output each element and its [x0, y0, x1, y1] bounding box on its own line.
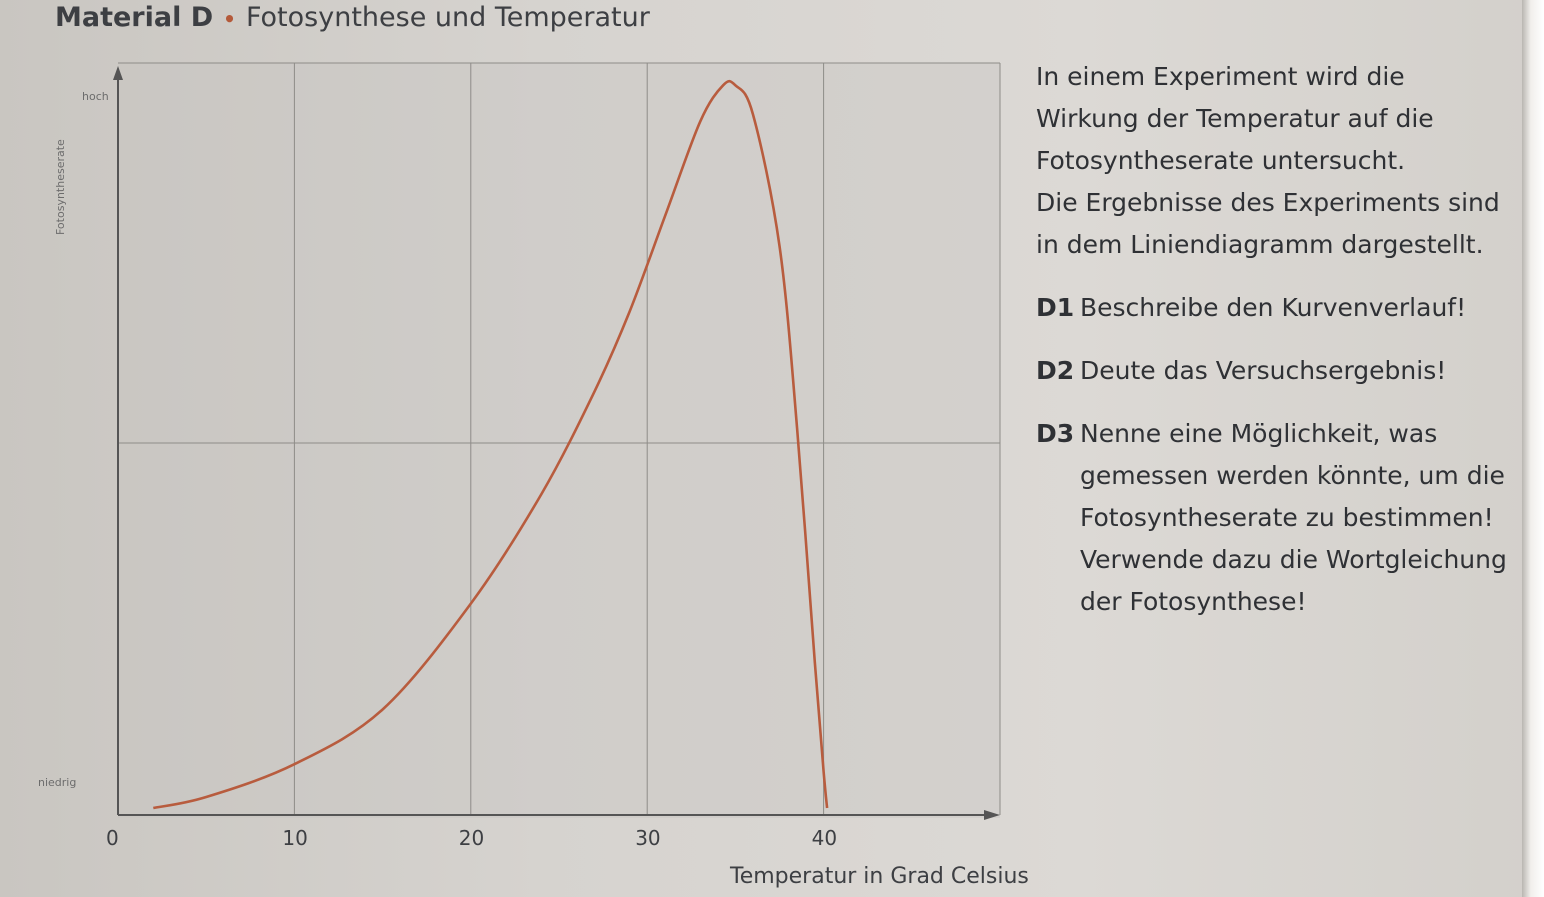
material-subject: Fotosynthese und Temperatur [245, 2, 650, 33]
x-tick-labels: 0 10 20 30 40 [106, 826, 837, 850]
x-axis-title: Temperatur in Grad Celsius [730, 864, 1029, 889]
title-separator: • [223, 7, 236, 31]
task-d3: D3 Nenne eine Möglichkeit, was gemessen … [1036, 413, 1516, 623]
y-axis-title: Fotosyntheserate [54, 139, 67, 235]
task-text: Deute das Versuchsergebnis! [1080, 356, 1447, 385]
task-number: D2 [1036, 356, 1075, 385]
task-d1: D1 Beschreibe den Kurvenverlauf! [1036, 287, 1516, 329]
intro-line: in dem Liniendiagramm dargestellt. [1036, 230, 1484, 259]
intro-line: Wirkung der Temperatur auf die [1036, 104, 1434, 133]
page-edge [1522, 0, 1544, 897]
series-line [153, 79, 829, 810]
x-tick-label: 10 [282, 826, 307, 850]
axes-layer [113, 66, 1000, 820]
x-axis-arrow [984, 810, 1000, 820]
task-number: D3 [1036, 419, 1075, 448]
task-panel: In einem Experiment wird die Wirkung der… [1036, 56, 1516, 623]
task-d2: D2 Deute das Versuchsergebnis! [1036, 350, 1516, 392]
x-tick-label: 40 [812, 826, 837, 850]
x-tick-label: 30 [635, 826, 660, 850]
intro-line: In einem Experiment wird die [1036, 62, 1405, 91]
task-text: Nenne eine Möglichkeit, was gemessen wer… [1080, 419, 1507, 616]
x-tick-label: 0 [106, 826, 119, 850]
intro-text: In einem Experiment wird die Wirkung der… [1036, 56, 1516, 266]
line-chart: Fotosyntheserate hoch niedrig 0 10 20 30 40 [38, 62, 1001, 850]
y-tick-low: niedrig [38, 776, 76, 789]
material-heading: Material D • Fotosynthese und Temperatur [55, 2, 650, 33]
task-text: Beschreibe den Kurvenverlauf! [1080, 293, 1467, 322]
plot-area [118, 63, 1000, 818]
y-tick-high: hoch [82, 90, 109, 103]
x-tick-label: 20 [459, 826, 484, 850]
intro-line: Fotosyntheserate untersucht. [1036, 146, 1406, 175]
grid-layer [118, 62, 1001, 815]
material-label: Material D [55, 2, 214, 33]
intro-line: Die Ergebnisse des Experiments sind [1036, 188, 1500, 217]
task-number: D1 [1036, 293, 1075, 322]
y-axis-arrow [113, 66, 123, 80]
